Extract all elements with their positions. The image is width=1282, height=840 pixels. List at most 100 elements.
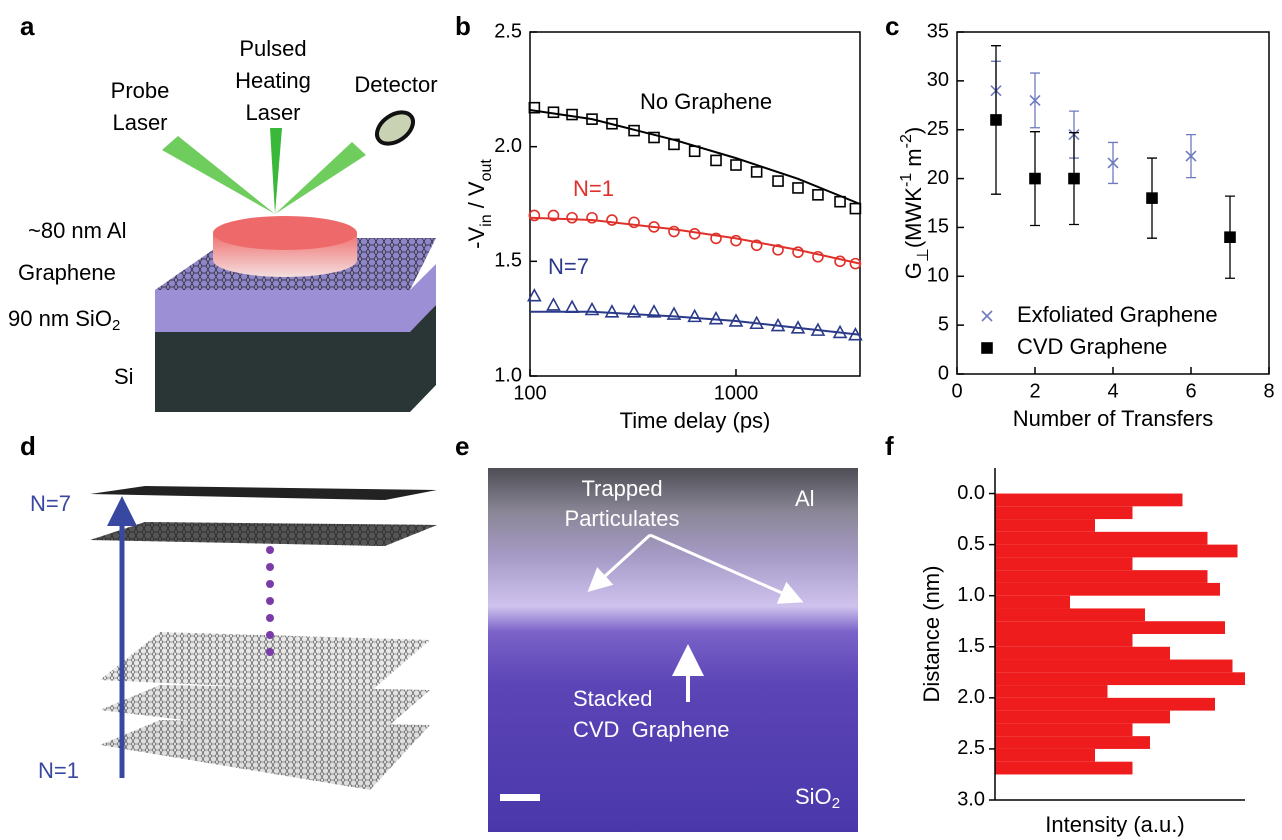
y-tick-label: 1.0: [494, 364, 522, 386]
bar: [995, 506, 1133, 520]
axis-label-part: out: [478, 159, 495, 182]
bar: [995, 710, 1170, 724]
label: Trapped: [581, 476, 662, 501]
graphene-stack: [90, 486, 437, 790]
y-tick-label: 1.5: [957, 635, 985, 657]
x-tick-label: 8: [1263, 380, 1274, 402]
bar: [995, 544, 1238, 558]
marker: [849, 257, 862, 270]
marker: [584, 301, 600, 316]
axis-label-part: -1: [898, 173, 915, 187]
panel-label: a: [20, 11, 35, 41]
label: CVD Graphene: [573, 717, 730, 742]
axis-label-part: in: [478, 214, 495, 226]
marker: [750, 239, 763, 252]
marker: [586, 211, 598, 224]
series-label: No Graphene: [640, 89, 772, 114]
y-tick-label: 20: [927, 167, 949, 189]
marker: [687, 308, 702, 323]
bar: [995, 531, 1208, 545]
marker: [1224, 231, 1236, 243]
bar: [995, 659, 1233, 673]
bar: [995, 646, 1170, 660]
marker: [848, 327, 863, 341]
marker: [648, 221, 660, 233]
bar: [995, 736, 1150, 749]
y-tick-label: 3.0: [957, 788, 985, 810]
marker: [527, 288, 542, 302]
marker: [1146, 192, 1158, 204]
label-sub: 2: [832, 795, 840, 812]
y-tick-label: 2.5: [957, 737, 985, 759]
y-tick-label: 2.5: [494, 20, 522, 42]
marker: [790, 320, 806, 334]
label: Al: [795, 486, 815, 511]
axis-label: G⊥(MWK-1 m-2): [898, 127, 932, 279]
marker: [646, 304, 662, 318]
label: SiO2: [795, 784, 840, 812]
x-tick-label: 2: [1029, 380, 1040, 402]
marker: [710, 154, 722, 167]
marker: [626, 304, 642, 318]
axis-label-part: ): [901, 127, 926, 134]
marker: [1029, 172, 1041, 185]
bar: [995, 761, 1133, 775]
marker: [564, 299, 580, 314]
label: ~80 nm Al: [28, 218, 126, 243]
panel-label: f: [885, 431, 894, 461]
plot-frame: [529, 31, 861, 377]
axis-label-part: ⊥: [915, 248, 932, 262]
label: 90 nm SiO2: [8, 306, 120, 334]
bar: [995, 723, 1133, 737]
marker: [832, 324, 848, 339]
panel-label: e: [455, 431, 469, 461]
marker: [810, 322, 826, 336]
marker: [688, 145, 701, 158]
marker: [586, 113, 598, 125]
y-tick-label: 10: [927, 265, 949, 287]
marker: [566, 108, 578, 121]
marker: [792, 246, 804, 258]
tem-image: [488, 468, 858, 832]
y-tick-label: 15: [927, 216, 949, 238]
bar: [995, 570, 1208, 583]
x-tick-label: 100: [513, 382, 546, 404]
marker: [708, 310, 724, 325]
marker: [547, 106, 560, 119]
marker: [528, 101, 541, 114]
label: N=7: [30, 491, 71, 516]
marker: [628, 124, 640, 137]
x-axis-label: Intensity (a.u.): [1045, 812, 1184, 837]
marker: [604, 304, 620, 318]
label: Probe: [111, 78, 170, 103]
y-tick-label: 35: [927, 20, 949, 42]
marker: [668, 138, 680, 151]
label: Heating: [235, 68, 311, 93]
bar: [995, 595, 1070, 609]
marker: [772, 175, 784, 187]
bar: [995, 685, 1108, 698]
label: Laser: [245, 100, 300, 125]
label: N=1: [38, 758, 79, 783]
y-tick-label: 1.5: [494, 250, 522, 272]
bar: [995, 748, 1095, 762]
axis-label-part: -V: [464, 227, 489, 249]
marker: [990, 114, 1002, 126]
bar: [995, 608, 1145, 622]
marker: [1185, 150, 1197, 162]
label-sub: 2: [112, 317, 120, 334]
series-label: N=1: [573, 176, 614, 201]
marker: [812, 189, 824, 201]
x-tick-label: 1000: [714, 382, 759, 404]
marker: [606, 117, 618, 130]
marker: [812, 250, 824, 263]
marker: [566, 211, 578, 224]
label: Stacked: [573, 686, 653, 711]
marker: [849, 202, 862, 215]
legend-label: CVD Graphene: [1017, 334, 1167, 359]
series-label: N=7: [548, 254, 589, 279]
y-tick-label: 2.0: [957, 686, 985, 708]
marker: [750, 166, 763, 178]
